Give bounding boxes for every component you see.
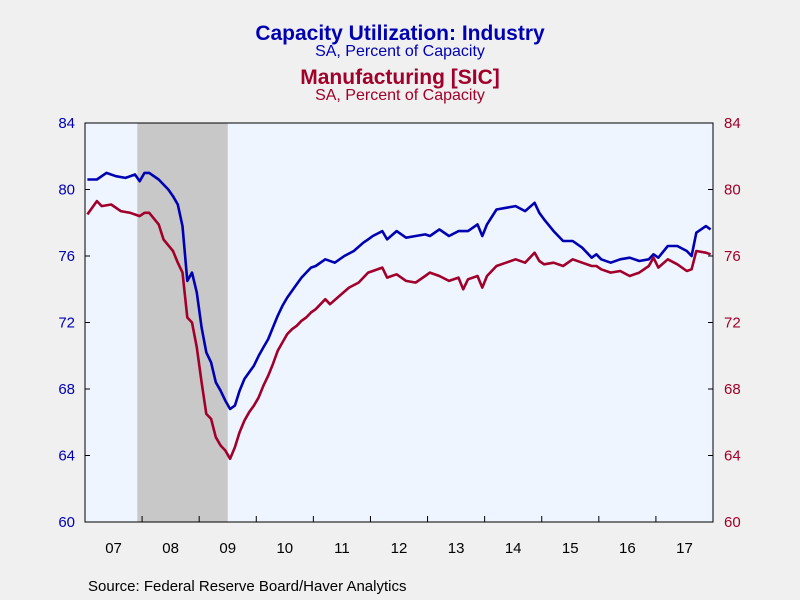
source-note: Source: Federal Reserve Board/Haver Anal… — [88, 578, 407, 595]
chart-title-2: Manufacturing [SIC] — [300, 66, 500, 89]
recession-shading — [137, 123, 228, 522]
x-axis-tick-label: 12 — [391, 540, 408, 557]
right-axis-tick-label: 64 — [724, 448, 741, 465]
x-axis-tick-label: 16 — [619, 540, 636, 557]
series-line-manufacturing — [86, 199, 712, 461]
right-axis-tick-label: 60 — [724, 514, 741, 531]
right-axis-tick-label: 68 — [724, 381, 741, 398]
x-axis-tick-label: 07 — [105, 540, 122, 557]
right-axis-tick-label: 84 — [724, 115, 741, 132]
right-axis-tick-label: 76 — [724, 248, 741, 265]
chart-subtitle: SA, Percent of Capacity — [315, 43, 485, 60]
chart-title: Capacity Utilization: Industry — [255, 22, 545, 45]
x-axis-tick-label: 09 — [219, 540, 236, 557]
left-axis-tick-label: 60 — [58, 514, 75, 531]
x-axis-tick-label: 13 — [448, 540, 465, 557]
series-line-industry — [87, 171, 712, 411]
x-axis-tick-label: 11 — [334, 540, 350, 557]
left-axis-tick-label: 64 — [58, 448, 75, 465]
left-axis-tick-label: 84 — [58, 115, 75, 132]
right-axis-tick-label: 72 — [724, 315, 741, 332]
x-axis-tick-label: 15 — [562, 540, 579, 557]
left-axis-tick-label: 72 — [58, 315, 75, 332]
x-axis-tick-label: 17 — [676, 540, 693, 557]
x-axis-tick-label: 14 — [505, 540, 522, 557]
x-axis-tick-label: 10 — [276, 540, 293, 557]
left-axis-tick-label: 76 — [58, 248, 75, 265]
right-axis-tick-label: 80 — [724, 182, 741, 199]
left-axis-tick-label: 80 — [58, 182, 75, 199]
left-axis-tick-label: 68 — [58, 381, 75, 398]
chart-subtitle-2: SA, Percent of Capacity — [315, 87, 485, 104]
x-axis-tick-label: 08 — [162, 540, 179, 557]
